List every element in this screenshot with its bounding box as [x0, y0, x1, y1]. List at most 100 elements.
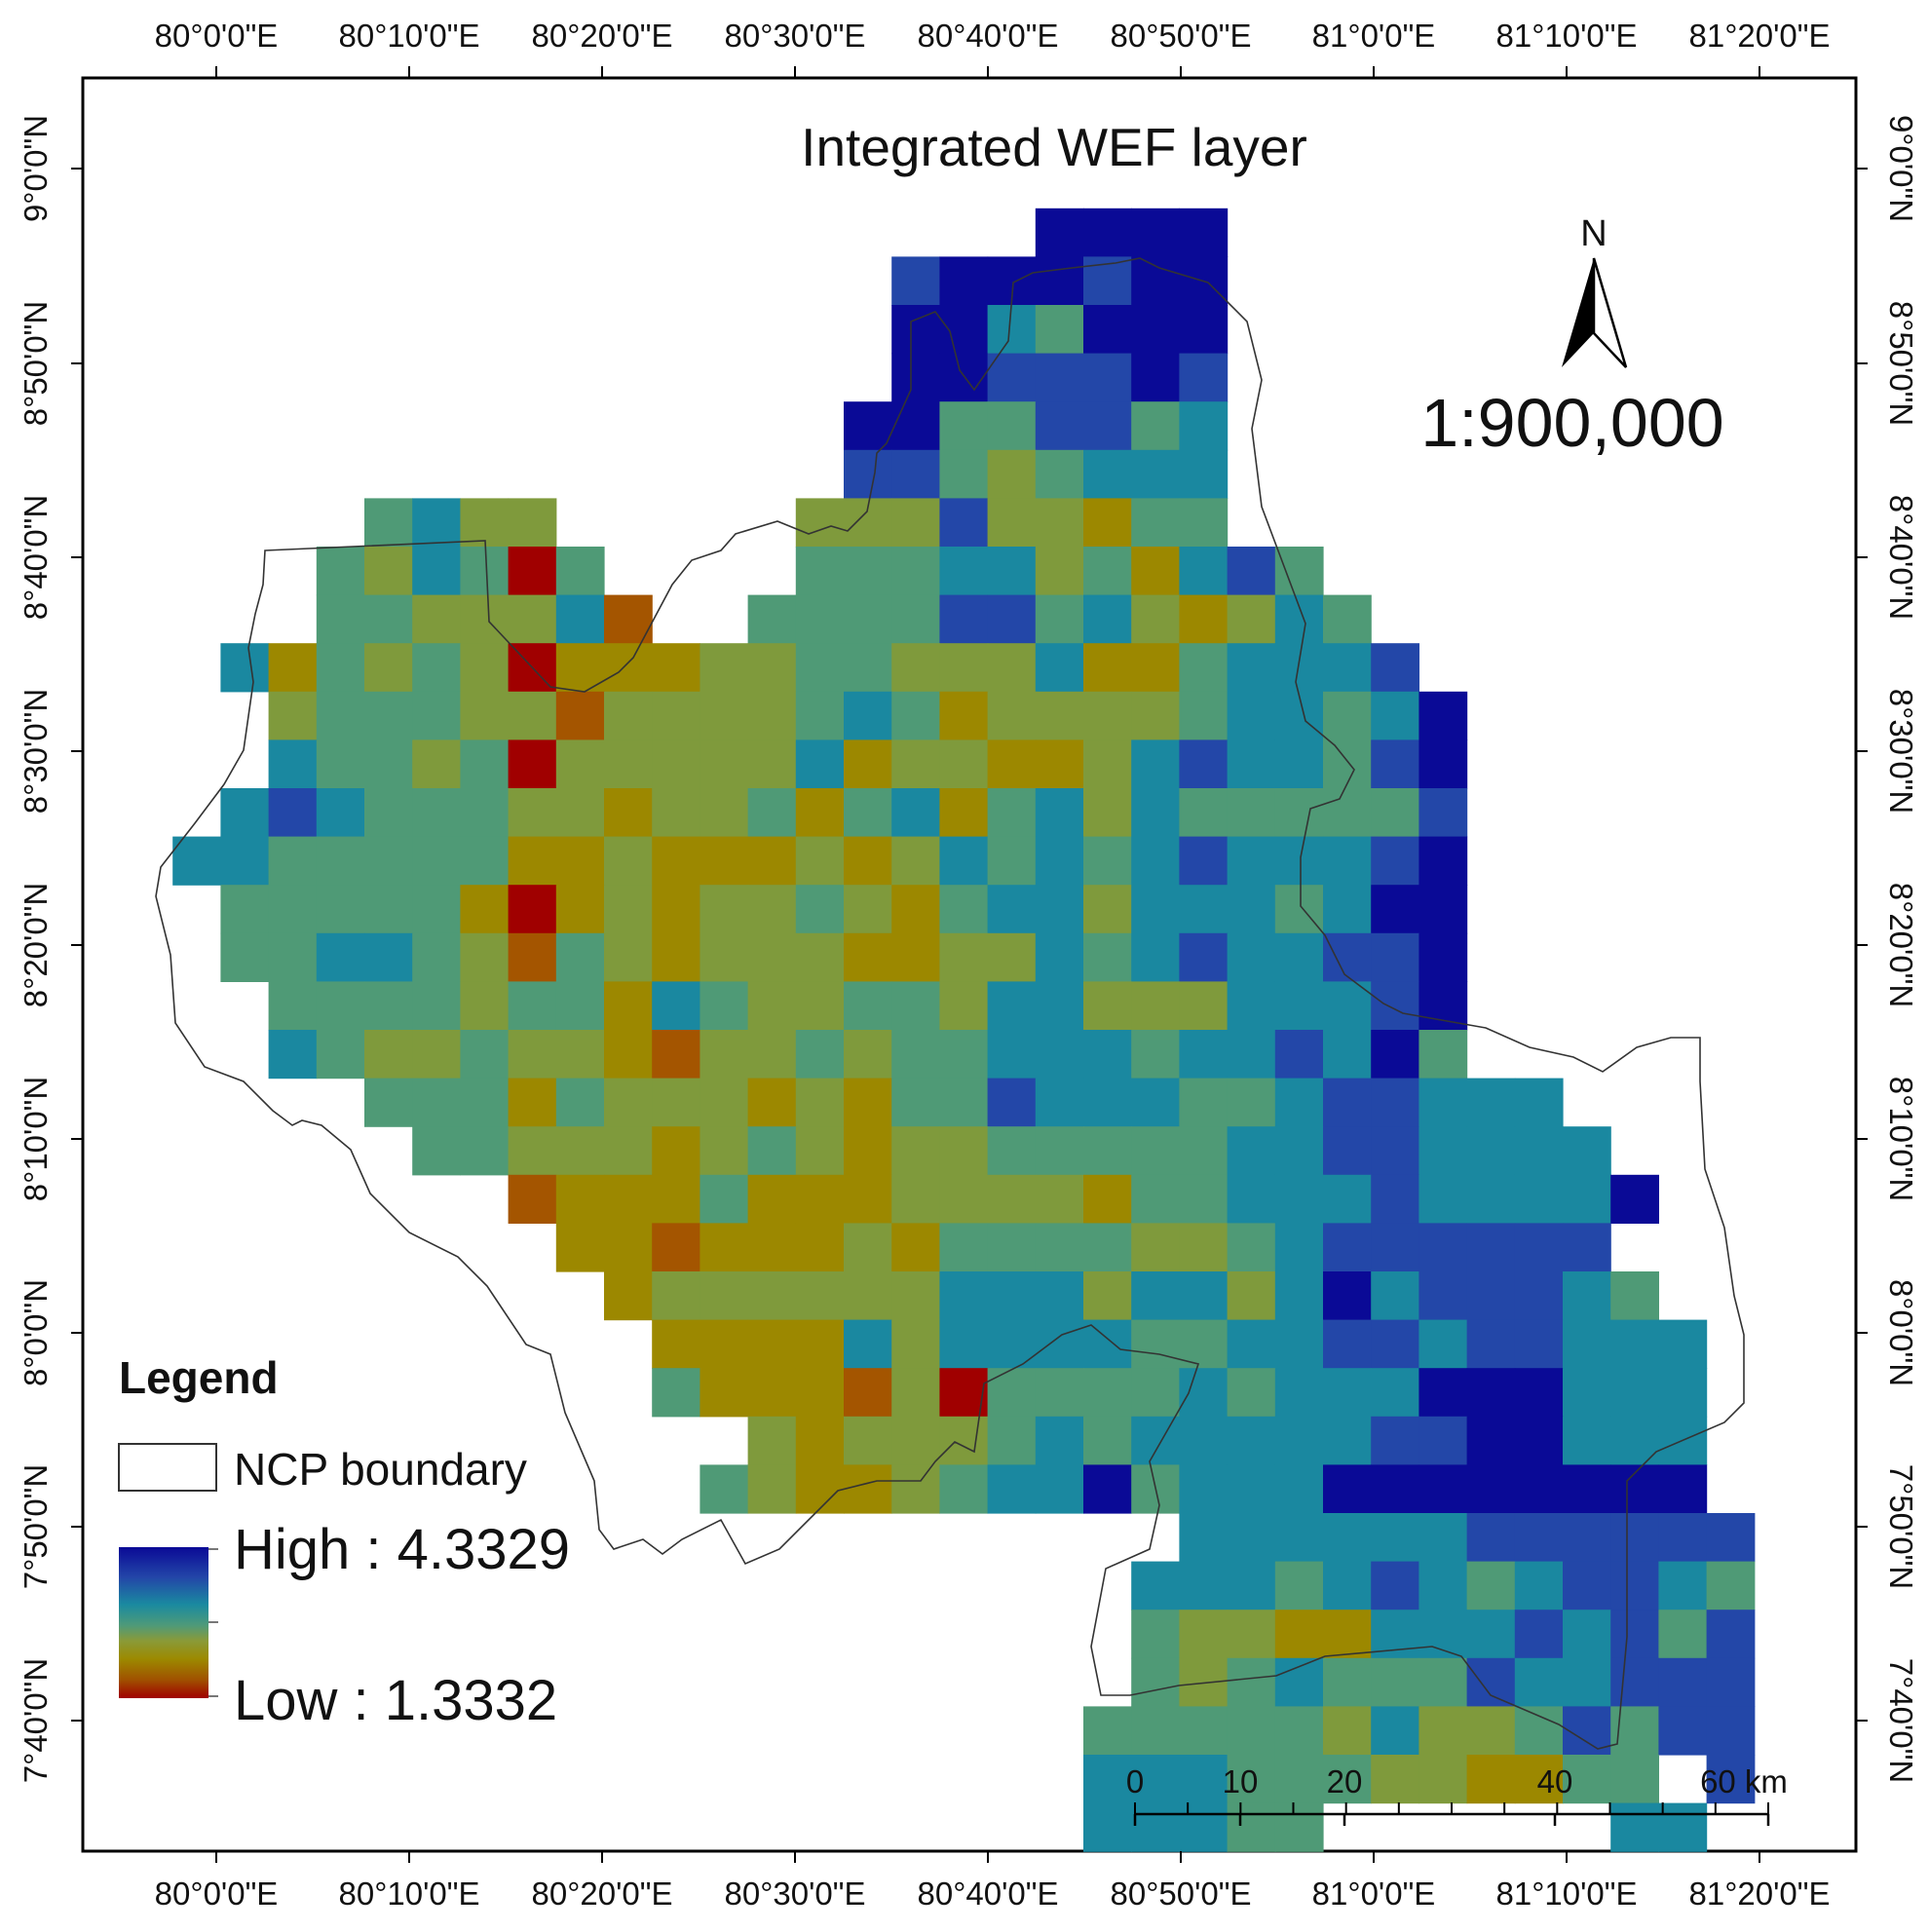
raster-cell — [1371, 1319, 1419, 1369]
lat-label-right: 9°0'0"N — [1883, 115, 1919, 222]
lon-label-top: 81°0'0"E — [1312, 18, 1436, 54]
raster-cell — [1274, 1561, 1324, 1610]
raster-cell — [1179, 739, 1229, 789]
raster-cell — [1083, 1174, 1132, 1224]
raster-cell — [508, 836, 557, 886]
raster-cell — [1131, 305, 1180, 355]
raster-cell — [1418, 1078, 1468, 1127]
lat-label-right: 7°40'0"N — [1883, 1658, 1919, 1783]
wef-raster-grid — [172, 208, 1756, 1852]
lon-label-bottom: 80°50'0"E — [1111, 1875, 1252, 1912]
lon-label-top: 80°20'0"E — [532, 18, 673, 54]
raster-cell — [1323, 1319, 1372, 1369]
raster-cell — [1274, 1657, 1324, 1707]
raster-cell — [364, 739, 413, 789]
raster-cell — [1274, 932, 1324, 982]
raster-cell — [268, 932, 318, 982]
raster-cell — [316, 594, 365, 644]
raster-cell — [1131, 1368, 1180, 1418]
raster-cell — [844, 401, 892, 451]
raster-cell — [652, 1271, 700, 1321]
raster-cell — [747, 1223, 797, 1272]
raster-cell — [1131, 1561, 1180, 1610]
raster-cell — [1466, 1561, 1516, 1610]
scale-label-10: 10 — [1223, 1763, 1259, 1799]
raster-cell — [1323, 1271, 1372, 1321]
raster-cell — [795, 932, 845, 982]
raster-cell — [1466, 1319, 1516, 1369]
raster-cell — [987, 739, 1037, 789]
raster-cell — [604, 885, 653, 934]
raster-cell — [1131, 1657, 1180, 1707]
raster-cell — [1035, 1368, 1084, 1418]
raster-cell — [939, 691, 989, 740]
raster-cell — [1418, 1416, 1468, 1465]
raster-cell — [1131, 1755, 1180, 1804]
raster-cell — [1083, 788, 1132, 838]
legend-low-label: Low : 1.3332 — [234, 1669, 557, 1732]
raster-cell — [795, 1078, 845, 1127]
raster-cell — [460, 498, 510, 548]
raster-cell — [1563, 1368, 1611, 1418]
raster-cell — [1227, 1174, 1276, 1224]
raster-cell — [1131, 691, 1180, 740]
raster-cell — [1035, 739, 1084, 789]
raster-cell — [508, 1126, 557, 1176]
raster-cell — [1610, 1755, 1659, 1804]
raster-cell — [1083, 643, 1132, 693]
raster-cell — [1323, 691, 1372, 740]
raster-cell — [987, 836, 1037, 886]
raster-cell — [939, 547, 989, 596]
raster-cell — [1083, 401, 1132, 451]
raster-cell — [1514, 1223, 1564, 1272]
raster-cell — [555, 1223, 605, 1272]
raster-cell — [1514, 1078, 1564, 1127]
raster-cell — [844, 885, 892, 934]
lon-label-bottom: 80°0'0"E — [155, 1875, 279, 1912]
raster-cell — [1179, 643, 1229, 693]
raster-cell — [1514, 1271, 1564, 1321]
raster-cell — [1466, 1610, 1516, 1659]
raster-cell — [1418, 788, 1468, 838]
raster-cell — [844, 1223, 892, 1272]
raster-cell — [1274, 836, 1324, 886]
raster-cell — [1706, 1657, 1756, 1707]
raster-cell — [508, 1030, 557, 1080]
raster-cell — [508, 885, 557, 934]
raster-cell — [652, 1030, 700, 1080]
raster-cell — [1274, 594, 1324, 644]
raster-cell — [1227, 1368, 1276, 1418]
raster-cell — [1371, 932, 1419, 982]
lon-label-bottom: 80°10'0"E — [339, 1875, 480, 1912]
raster-cell — [1610, 1657, 1659, 1707]
raster-cell — [364, 788, 413, 838]
raster-cell — [604, 932, 653, 982]
raster-cell — [700, 643, 749, 693]
raster-cell — [508, 498, 557, 548]
raster-cell — [891, 1030, 940, 1080]
raster-cell — [1227, 1078, 1276, 1127]
raster-cell — [604, 691, 653, 740]
raster-cell — [939, 594, 989, 644]
raster-cell — [1179, 885, 1229, 934]
raster-cell — [1227, 932, 1276, 982]
raster-cell — [1131, 1319, 1180, 1369]
raster-cell — [1706, 1706, 1756, 1756]
raster-cell — [700, 1319, 749, 1369]
raster-cell — [1323, 1030, 1372, 1080]
raster-cell — [555, 1126, 605, 1176]
raster-cell — [555, 594, 605, 644]
raster-cell — [1323, 1368, 1372, 1418]
raster-cell — [1658, 1657, 1708, 1707]
raster-cell — [1371, 1271, 1419, 1321]
raster-cell — [795, 594, 845, 644]
raster-cell — [939, 836, 989, 886]
raster-cell — [1274, 1610, 1324, 1659]
raster-cell — [987, 547, 1037, 596]
raster-cell — [1323, 739, 1372, 789]
raster-cell — [1083, 594, 1132, 644]
raster-cell — [1658, 1802, 1708, 1852]
raster-cell — [1418, 1610, 1468, 1659]
raster-cell — [1179, 547, 1229, 596]
raster-cell — [987, 643, 1037, 693]
